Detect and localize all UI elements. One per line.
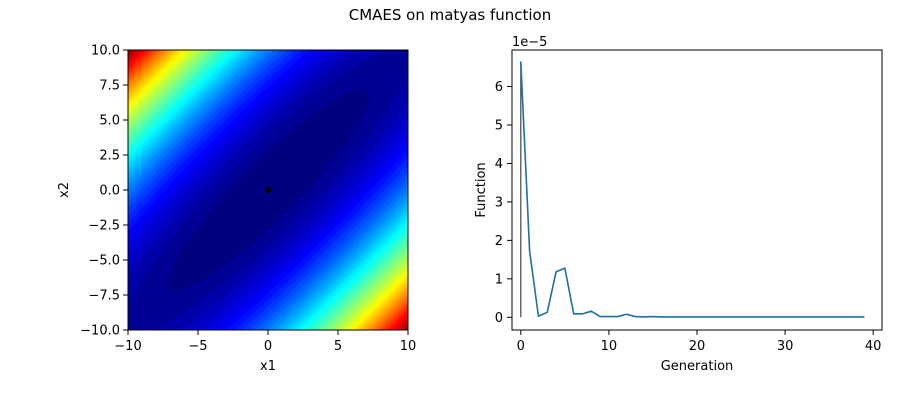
contour-x-ticks: −10 −5 0 5 10 [114,330,416,354]
line-x-tick-label: 0 [517,339,525,354]
function-series-line [520,61,865,318]
contour-x-tick-label: 5 [334,339,342,354]
optimum-marker [264,186,272,194]
line-y-tick-label: 5 [495,119,503,134]
line-y-label: Function [474,162,489,217]
line-x-tick-label: 30 [777,339,794,354]
contour-y-ticks: 10.0 7.5 5.0 2.5 0.0 −2.5 −5.0 −7.5 −10.0 [80,44,128,339]
line-x-label: Generation [661,359,734,374]
line-y-tick-label: 3 [495,195,503,210]
contour-y-tick-label: 7.5 [99,79,120,94]
contour-y-tick-label: 5.0 [99,114,120,129]
contour-y-tick-label: 10.0 [91,44,120,59]
contour-y-tick-label: −7.5 [88,289,120,304]
line-x-tick-label: 40 [865,339,882,354]
contour-y-tick-label: 2.5 [99,149,120,164]
line-y-tick-label: 6 [495,80,503,95]
convergence-chart: 0 10 20 30 40 0 1 2 3 4 5 6 1e−5 Generation Functi… [474,35,883,374]
contour-x-tick-label: −5 [188,339,207,354]
line-y-tick-label: 1 [495,272,503,287]
contour-y-tick-label: −10.0 [80,324,120,339]
contour-x-tick-label: −10 [114,339,141,354]
line-x-ticks: 0 10 20 30 40 [517,330,882,354]
optimum-point [264,186,272,194]
line-scale-label: 1e−5 [512,35,547,50]
contour-x-tick-label: 10 [400,339,417,354]
line-y-ticks: 0 1 2 3 4 5 6 [495,80,512,326]
line-y-tick-label: 2 [495,234,503,249]
contour-chart: −10 −5 0 5 10 10.0 7.5 5.0 2.5 0.0 −2.5 −5.0 −7.5 −1… [57,44,416,375]
contour-x-label: x1 [260,359,276,374]
line-series-layer [520,61,865,318]
figure-title: CMAES on matyas function [349,6,552,24]
line-x-tick-label: 10 [601,339,618,354]
contour-x-tick-label: 0 [264,339,272,354]
line-y-tick-label: 4 [495,157,503,172]
contour-y-tick-label: −5.0 [88,254,120,269]
line-plot-area [512,50,882,330]
contour-y-label: x2 [57,182,72,198]
contour-y-tick-label: 0.0 [99,184,120,199]
line-x-tick-label: 20 [689,339,706,354]
line-y-tick-label: 0 [495,311,503,326]
contour-y-tick-label: −2.5 [88,219,120,234]
